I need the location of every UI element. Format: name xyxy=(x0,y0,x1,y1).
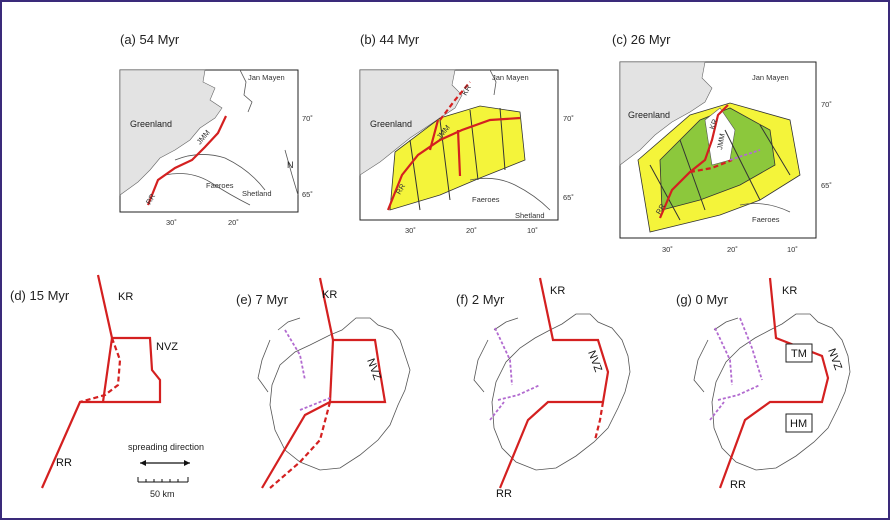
label-jmm-c: JMM xyxy=(715,133,727,151)
label-tm: TM xyxy=(791,348,807,360)
lat-70-label-b: 70˚ xyxy=(563,114,574,123)
label-rr-f: RR xyxy=(496,488,512,500)
lon-20-label-b: 20˚ xyxy=(466,226,477,235)
lat-70-label-c: 70˚ xyxy=(821,100,832,109)
label-n: N xyxy=(287,160,294,170)
label-rr-g: RR xyxy=(730,479,746,491)
lon-10-label-b: 10˚ xyxy=(527,226,538,235)
label-shetland: Shetland xyxy=(242,189,272,198)
lat-65-label-b: 65˚ xyxy=(563,193,574,202)
label-greenland-c: Greenland xyxy=(628,110,670,120)
label-greenland-b: Greenland xyxy=(370,119,412,129)
arrow-heads xyxy=(140,460,190,466)
legend: spreading direction 50 km xyxy=(128,442,204,499)
ridge-dashed-b xyxy=(439,81,471,121)
label-kr-e: KR xyxy=(322,289,337,301)
panel-d-title: (d) 15 Myr xyxy=(10,288,70,303)
panel-f-diagram: KR NVZ RR xyxy=(473,277,631,500)
lon-30-label-c: 30˚ xyxy=(662,245,673,254)
label-jan-mayen: Jan Mayen xyxy=(248,73,285,82)
lat-70-label: 70˚ xyxy=(302,114,313,123)
ridge-dashed-d xyxy=(79,337,122,404)
label-kr-c: KR xyxy=(707,117,719,130)
panel-c-map: Greenland Jan Mayen Faeroes 70˚ 65˚ 30˚ … xyxy=(619,61,832,254)
panel-e-title: (e) 7 Myr xyxy=(236,292,289,307)
panel-b-title: (b) 44 Myr xyxy=(360,32,420,47)
lon-30-label: 30˚ xyxy=(166,218,177,227)
label-nvz-g: NVZ xyxy=(825,347,844,372)
ridge-dashed-c xyxy=(689,158,733,174)
scale-bar xyxy=(137,477,189,483)
label-nvz-e: NVZ xyxy=(364,357,383,382)
iceland-outline-f xyxy=(491,313,631,471)
label-shetland-b: Shetland xyxy=(515,211,545,220)
greenland-land-b xyxy=(359,69,463,176)
panel-f-title: (f) 2 Myr xyxy=(456,292,505,307)
lon-20-label: 20˚ xyxy=(228,218,239,227)
iceland-outline-g xyxy=(711,313,851,471)
panel-g-title: (g) 0 Myr xyxy=(676,292,729,307)
lon-10-label-c: 10˚ xyxy=(787,245,798,254)
legend-spreading-label: spreading direction xyxy=(128,442,204,452)
lat-65-label-c: 65˚ xyxy=(821,181,832,190)
label-jan-mayen-b: Jan Mayen xyxy=(492,73,529,82)
panel-d-diagram: KR NVZ RR xyxy=(40,274,178,489)
label-greenland: Greenland xyxy=(130,119,172,129)
tm-box xyxy=(785,343,813,363)
ridge-system-d xyxy=(40,274,162,489)
label-kr-d: KR xyxy=(118,291,133,303)
ridge-line xyxy=(146,115,227,206)
lon-30-label-b: 30˚ xyxy=(405,226,416,235)
greenland-land xyxy=(119,69,223,196)
panel-c-title: (c) 26 Myr xyxy=(612,32,671,47)
ridge-dashed-f xyxy=(593,401,605,441)
lat-65-label: 65˚ xyxy=(302,190,313,199)
label-nvz-d: NVZ xyxy=(156,341,178,353)
label-faeroes: Faeroes xyxy=(206,181,234,190)
ridge-line-c xyxy=(658,104,729,219)
label-hm: HM xyxy=(790,418,807,430)
panel-a-title: (a) 54 Myr xyxy=(120,32,180,47)
scale-label: 50 km xyxy=(150,489,175,499)
label-rr-d: RR xyxy=(56,457,72,469)
ridge-system-f xyxy=(498,277,610,489)
greenland-land-c xyxy=(619,61,713,166)
label-kr-g: KR xyxy=(782,285,797,297)
label-kr-f: KR xyxy=(550,285,565,297)
ridge-system-g xyxy=(718,277,830,489)
label-faeroes-b: Faeroes xyxy=(472,195,500,204)
yellow-crust-b xyxy=(389,105,526,211)
iceland-outline-e xyxy=(269,317,411,471)
ridge-dashed-e xyxy=(269,401,332,489)
lon-20-label-c: 20˚ xyxy=(727,245,738,254)
ridge-line-b xyxy=(386,116,521,211)
ridge-system-e xyxy=(261,277,387,489)
label-jan-mayen-c: Jan Mayen xyxy=(752,73,789,82)
panel-a-map: Greenland Jan Mayen Faeroes Shetland N 7… xyxy=(119,69,313,227)
panel-e-diagram: KR NVZ xyxy=(257,277,411,489)
panel-g-diagram: KR NVZ RR TM HM xyxy=(693,277,851,491)
hm-box xyxy=(785,413,813,433)
label-faeroes-c: Faeroes xyxy=(752,215,780,224)
panel-b-map: Greenland Jan Mayen Faeroes Shetland 70˚… xyxy=(359,69,574,235)
